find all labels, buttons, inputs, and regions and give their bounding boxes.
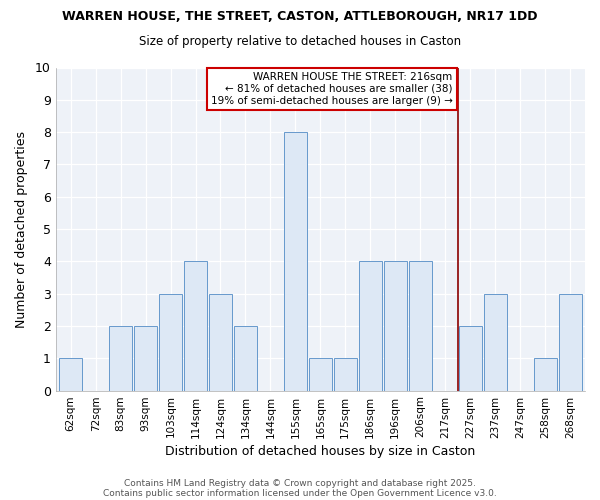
Bar xyxy=(458,326,482,390)
Bar xyxy=(184,262,207,390)
Text: Contains public sector information licensed under the Open Government Licence v3: Contains public sector information licen… xyxy=(103,488,497,498)
Bar xyxy=(109,326,132,390)
Bar xyxy=(59,358,82,390)
Bar xyxy=(334,358,357,390)
Y-axis label: Number of detached properties: Number of detached properties xyxy=(15,130,28,328)
Bar xyxy=(384,262,407,390)
Text: WARREN HOUSE THE STREET: 216sqm
← 81% of detached houses are smaller (38)
19% of: WARREN HOUSE THE STREET: 216sqm ← 81% of… xyxy=(211,72,452,106)
Text: Contains HM Land Registry data © Crown copyright and database right 2025.: Contains HM Land Registry data © Crown c… xyxy=(124,478,476,488)
Bar xyxy=(159,294,182,390)
Bar xyxy=(234,326,257,390)
X-axis label: Distribution of detached houses by size in Caston: Distribution of detached houses by size … xyxy=(165,444,475,458)
Bar xyxy=(484,294,506,390)
Bar xyxy=(284,132,307,390)
Bar xyxy=(359,262,382,390)
Bar xyxy=(533,358,557,390)
Bar xyxy=(409,262,431,390)
Bar xyxy=(309,358,332,390)
Text: WARREN HOUSE, THE STREET, CASTON, ATTLEBOROUGH, NR17 1DD: WARREN HOUSE, THE STREET, CASTON, ATTLEB… xyxy=(62,10,538,23)
Bar xyxy=(134,326,157,390)
Bar xyxy=(209,294,232,390)
Text: Size of property relative to detached houses in Caston: Size of property relative to detached ho… xyxy=(139,35,461,48)
Bar xyxy=(559,294,581,390)
